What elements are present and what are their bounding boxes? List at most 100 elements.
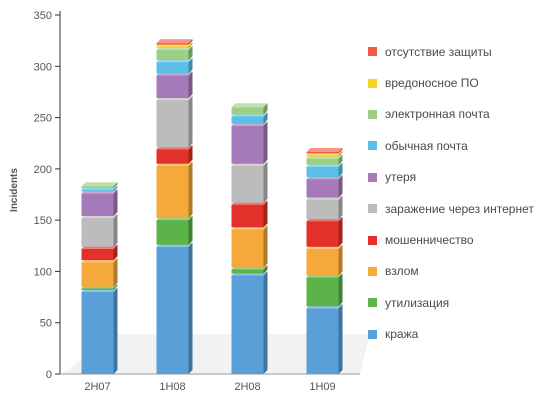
y-axis: 0 50 100 150 200 250 300 350 [34, 10, 360, 381]
legend-swatch [368, 172, 377, 182]
bar-segment [81, 291, 114, 374]
legend-swatch [368, 235, 377, 245]
bar-segment-side [188, 39, 193, 45]
legend-swatch [368, 329, 377, 339]
bar-segment [306, 199, 339, 220]
y-tick-label: 300 [34, 61, 52, 73]
bar-segment-side [338, 195, 343, 220]
legend-swatch [368, 78, 377, 88]
bar-segment [306, 277, 339, 307]
bar-segment [306, 158, 339, 165]
legend-label: вредоносное ПО [385, 76, 479, 91]
legend-label: взлом [385, 264, 419, 279]
legend-item: взлом [368, 256, 548, 287]
bar-segment [156, 165, 189, 219]
bar-segment-side [188, 216, 193, 245]
legend-label: утеря [385, 170, 417, 185]
bar-segment-side [113, 189, 118, 217]
x-tick-labels: 2Н07 1Н08 2Н08 1Н09 [84, 381, 335, 393]
bar-segment [81, 262, 114, 287]
bar-segment-side [338, 147, 343, 154]
legend-swatch [368, 47, 377, 57]
bar-segment [306, 221, 339, 247]
bar-segment [156, 149, 189, 164]
legend-label: мошенничество [385, 233, 474, 248]
bar-segment-side [263, 161, 268, 203]
bar-segment [306, 308, 339, 374]
bar-segment [231, 275, 264, 374]
bar-segment [156, 49, 189, 61]
bar-segment-side [263, 271, 268, 374]
bar-segment-side [188, 71, 193, 99]
bar-segment-side [113, 287, 118, 374]
bar-segment-side [188, 42, 193, 48]
legend-item: электронная почта [368, 99, 548, 130]
bar-segment [81, 186, 114, 189]
bar-segment-top [306, 147, 343, 152]
y-tick-label: 350 [34, 10, 52, 22]
bar-segment [306, 179, 339, 198]
bar-segment [306, 151, 339, 154]
bar-stack [231, 103, 268, 374]
bar-segment-side [263, 121, 268, 164]
bar-segment-side [113, 214, 118, 247]
bar-segment [156, 220, 189, 245]
legend-label: электронная почта [385, 107, 490, 122]
bar-segment-side [338, 154, 343, 165]
y-tick-label: 200 [34, 164, 52, 176]
bar-segment-side [338, 273, 343, 307]
bar-segment [306, 166, 339, 178]
legend-label: отсутствие защиты [385, 44, 492, 59]
bar-segment-side [338, 304, 343, 374]
bar-segment [156, 100, 189, 148]
legend-item: обычная почта [368, 130, 548, 161]
bar-segment [81, 193, 114, 217]
bar-segment [81, 218, 114, 247]
x-tick-label: 1Н09 [309, 381, 335, 393]
bar-segment [231, 165, 264, 203]
legend-swatch [368, 204, 377, 214]
bar-segment-side [113, 182, 118, 189]
chart-floor [62, 334, 370, 374]
legend-item: мошенничество [368, 224, 548, 255]
bar-segment [231, 229, 264, 268]
bar-segment [81, 288, 114, 290]
bar-segment [231, 204, 264, 228]
bar-segment-side [113, 185, 118, 192]
bar-segment-top [231, 103, 268, 108]
bar-segment [231, 107, 264, 115]
bar-segment [231, 125, 264, 164]
bar-segment [231, 269, 264, 274]
y-tick-label: 100 [34, 266, 52, 278]
legend-item: заражение через интернет [368, 193, 548, 224]
bar-segment-side [338, 217, 343, 247]
bar-stack [81, 182, 118, 374]
legend-item: утилизация [368, 287, 548, 318]
legend-item: отсутствие защиты [368, 36, 548, 67]
bar-segment-top [156, 39, 193, 44]
bar-segment-side [263, 103, 268, 115]
legend-label: утилизация [385, 295, 450, 310]
bar-segment-side [188, 242, 193, 374]
y-tick-label: 250 [34, 113, 52, 125]
bar-segment-side [188, 145, 193, 164]
y-tick-label: 0 [46, 369, 52, 381]
bar-segment-side [263, 265, 268, 274]
legend: отсутствие защиты вредоносное ПО электронн… [368, 36, 548, 350]
bar-segment-side [338, 244, 343, 276]
legend-swatch [368, 298, 377, 308]
bar-segment-side [113, 244, 118, 261]
bar-segment-side [263, 225, 268, 268]
bar-stack [306, 147, 343, 374]
legend-label: обычная почта [385, 138, 468, 153]
bar-segment-side [188, 58, 193, 74]
x-tick-label: 2Н07 [84, 381, 110, 393]
bar-segment-side [113, 284, 118, 290]
bar-segment [306, 155, 339, 157]
bar-segment-side [188, 96, 193, 148]
legend-item: утеря [368, 162, 548, 193]
bar-segment-side [113, 258, 118, 287]
legend-label: кража [385, 327, 419, 342]
bar-segment-side [188, 45, 193, 61]
bar-segment [81, 189, 114, 192]
